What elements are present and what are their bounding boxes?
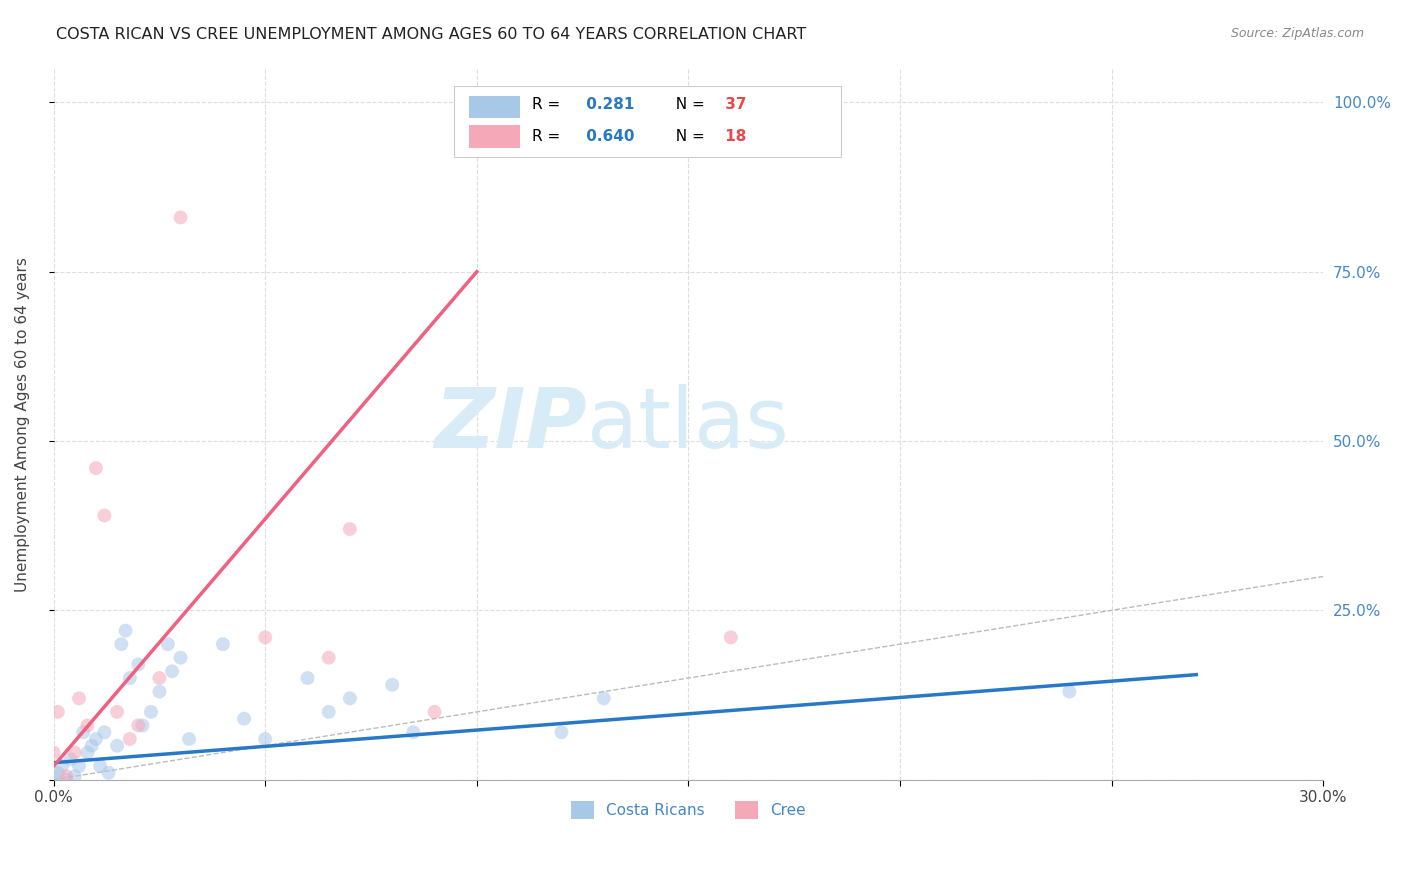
Point <box>72 725 94 739</box>
Point <box>720 631 742 645</box>
Text: Source: ZipAtlas.com: Source: ZipAtlas.com <box>1230 27 1364 40</box>
Point <box>80 739 103 753</box>
Y-axis label: Unemployment Among Ages 60 to 64 years: Unemployment Among Ages 60 to 64 years <box>15 257 30 591</box>
Text: 37: 37 <box>720 96 747 112</box>
Point <box>46 765 69 780</box>
Text: COSTA RICAN VS CREE UNEMPLOYMENT AMONG AGES 60 TO 64 YEARS CORRELATION CHART: COSTA RICAN VS CREE UNEMPLOYMENT AMONG A… <box>56 27 807 42</box>
Point <box>93 508 115 523</box>
Point <box>89 759 111 773</box>
Point <box>318 650 340 665</box>
Point <box>42 769 65 783</box>
Text: R =: R = <box>533 96 565 112</box>
Point <box>105 739 128 753</box>
Point <box>148 684 170 698</box>
Point <box>254 631 277 645</box>
Point <box>423 705 446 719</box>
Point <box>55 769 77 783</box>
Point <box>127 718 149 732</box>
Point <box>592 691 614 706</box>
Point <box>51 759 73 773</box>
Point <box>97 765 120 780</box>
Point <box>156 637 179 651</box>
Point <box>297 671 319 685</box>
Point <box>118 731 141 746</box>
Point <box>76 746 98 760</box>
Point <box>63 746 86 760</box>
Point <box>212 637 235 651</box>
FancyBboxPatch shape <box>468 95 520 119</box>
Point <box>318 705 340 719</box>
Point <box>46 705 69 719</box>
FancyBboxPatch shape <box>468 126 520 148</box>
Point <box>118 671 141 685</box>
Legend: Costa Ricans, Cree: Costa Ricans, Cree <box>565 795 813 825</box>
Point <box>148 671 170 685</box>
FancyBboxPatch shape <box>454 87 841 157</box>
Text: ZIP: ZIP <box>434 384 586 465</box>
Point <box>59 752 82 766</box>
Point <box>127 657 149 672</box>
Point <box>139 705 162 719</box>
Point <box>84 731 107 746</box>
Point <box>114 624 136 638</box>
Text: R =: R = <box>533 129 565 145</box>
Point <box>339 691 361 706</box>
Text: N =: N = <box>665 96 709 112</box>
Text: 18: 18 <box>720 129 747 145</box>
Point <box>169 650 191 665</box>
Point <box>67 691 90 706</box>
Point <box>177 731 200 746</box>
Text: 0.640: 0.640 <box>581 129 634 145</box>
Point <box>67 759 90 773</box>
Point <box>63 769 86 783</box>
Point <box>339 522 361 536</box>
Point <box>233 712 256 726</box>
Point <box>93 725 115 739</box>
Point <box>550 725 572 739</box>
Point <box>110 637 132 651</box>
Point <box>55 772 77 787</box>
Text: atlas: atlas <box>586 384 789 465</box>
Point <box>76 718 98 732</box>
Point <box>402 725 425 739</box>
Point <box>84 461 107 475</box>
Text: N =: N = <box>665 129 709 145</box>
Point <box>169 211 191 225</box>
Point <box>131 718 153 732</box>
Point <box>42 746 65 760</box>
Point <box>381 678 404 692</box>
Text: 0.281: 0.281 <box>581 96 634 112</box>
Point <box>105 705 128 719</box>
Point <box>1059 684 1081 698</box>
Point <box>254 731 277 746</box>
Point <box>160 665 183 679</box>
